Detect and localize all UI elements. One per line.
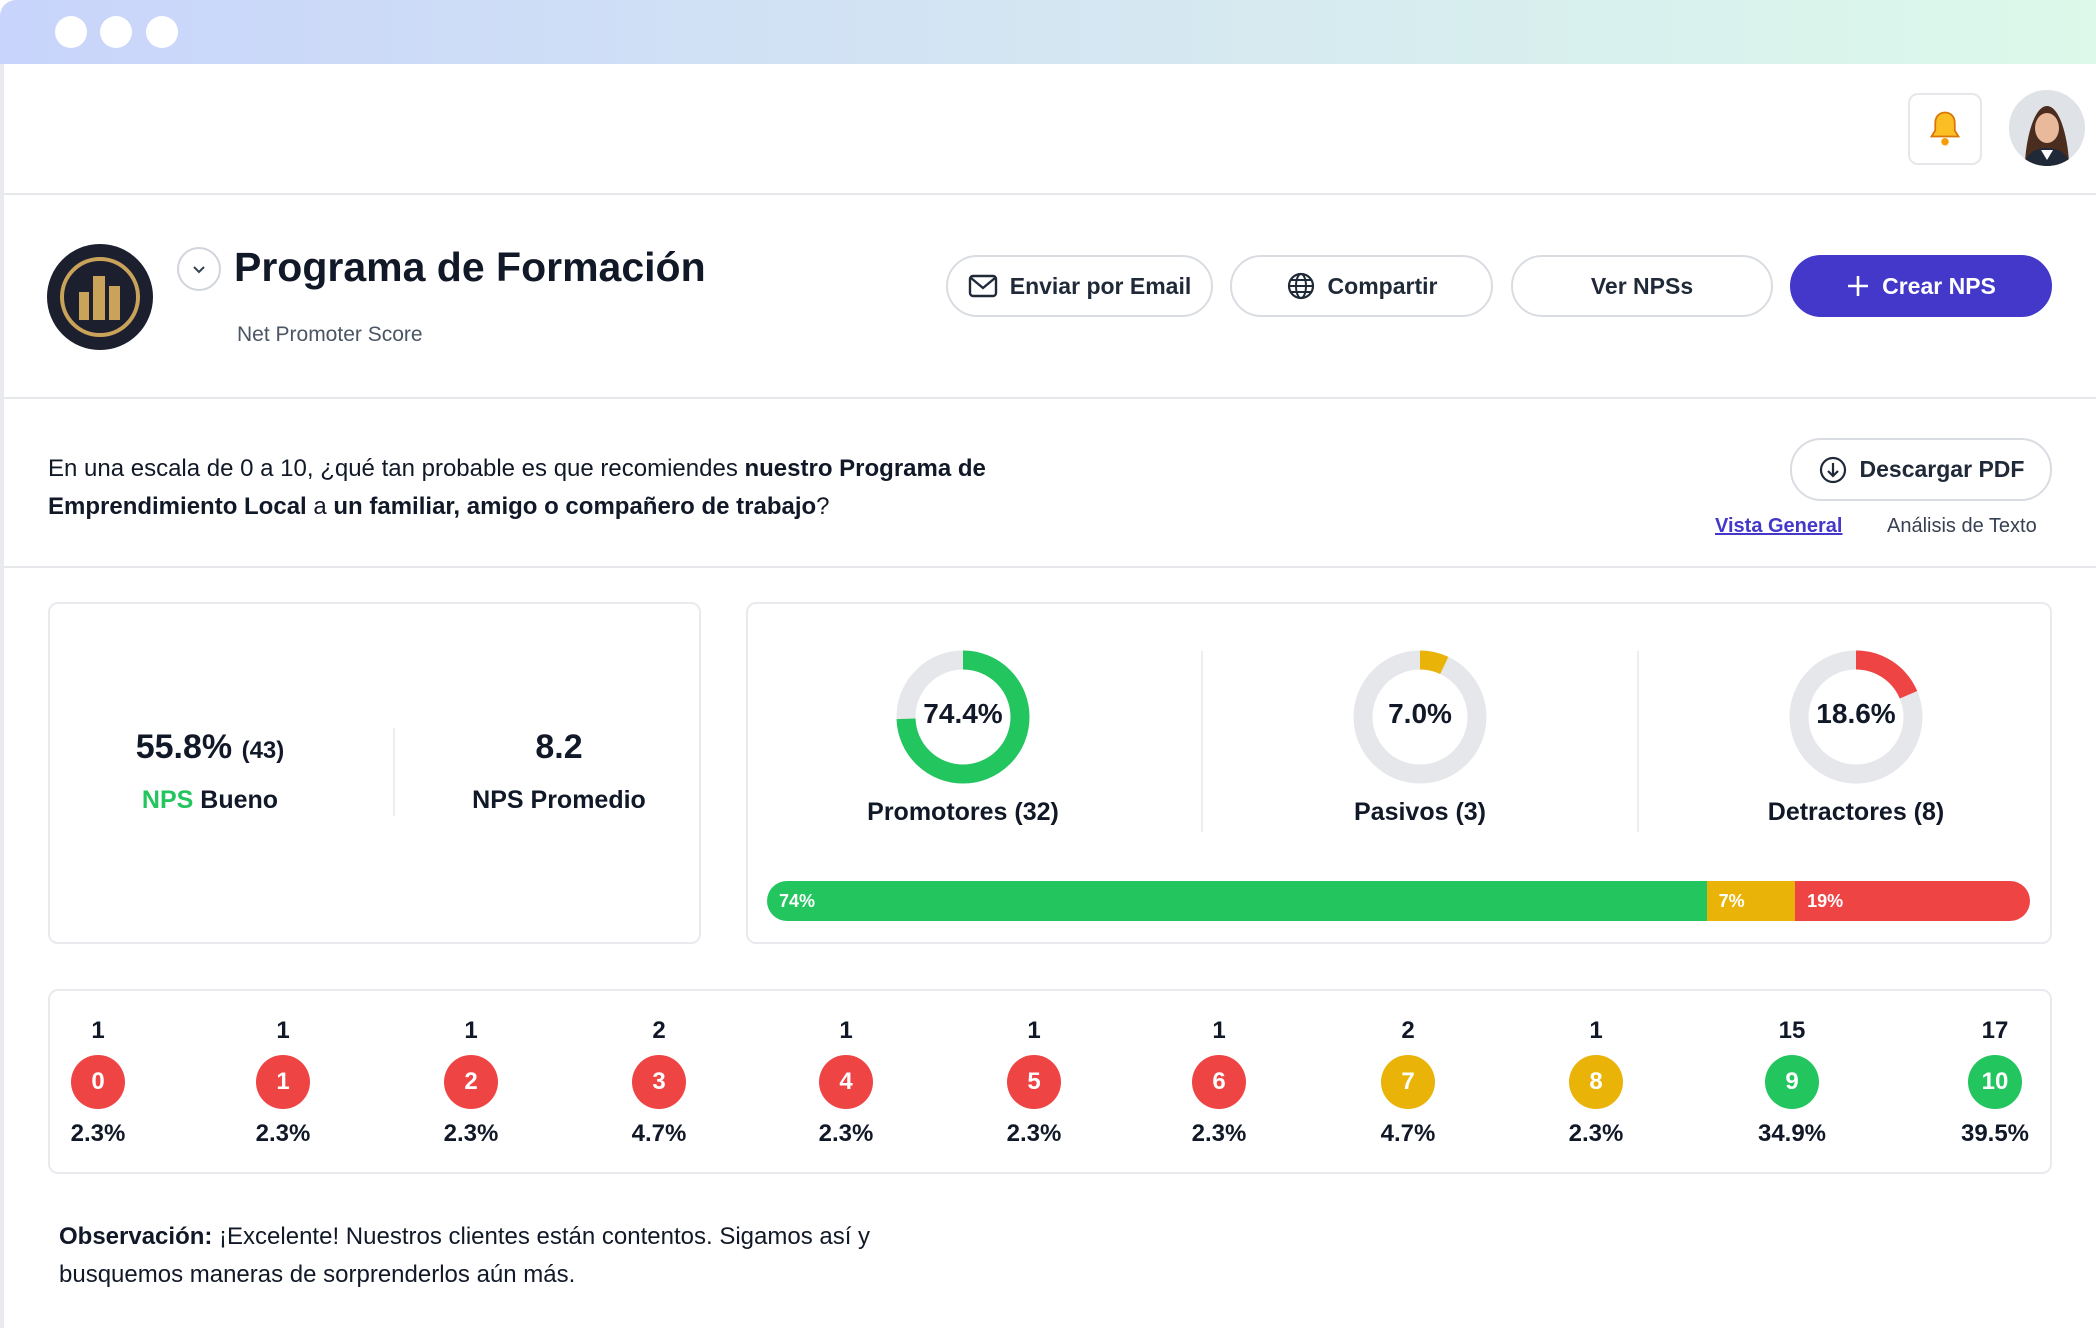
summary-divider — [393, 728, 395, 816]
globe-icon — [1287, 272, 1314, 300]
group-label: Detractores (8) — [1767, 798, 1945, 826]
tab-analisis-texto[interactable]: Análisis de Texto — [1887, 515, 2037, 537]
score-percent: 2.3% — [255, 1120, 311, 1147]
score-badge: 1 — [256, 1055, 310, 1109]
score-badge: 10 — [1968, 1055, 2022, 1109]
score-count: 2 — [1401, 1017, 1415, 1044]
score-percent: 39.5% — [1960, 1120, 2030, 1147]
donut-chart-0 — [896, 650, 1030, 784]
view-nps-button[interactable]: Ver NPSs — [1511, 255, 1773, 317]
score-count: 1 — [1212, 1017, 1226, 1044]
score-badge: 9 — [1765, 1055, 1819, 1109]
score-badge: 5 — [1007, 1055, 1061, 1109]
score-percent: 2.3% — [1006, 1120, 1062, 1147]
share-button[interactable]: Compartir — [1230, 255, 1493, 317]
group-divider — [1201, 651, 1203, 832]
score-badge: 2 — [444, 1055, 498, 1109]
score-percent: 4.7% — [1380, 1120, 1436, 1147]
score-percent: 2.3% — [70, 1120, 126, 1147]
bell-icon — [1929, 111, 1961, 146]
observation-text: Observación: ¡Excelente! Nuestros client… — [59, 1223, 871, 1288]
bar-segment-label: 7% — [1718, 890, 1745, 911]
donut-percent: 7.0% — [1388, 698, 1452, 729]
window-dot[interactable] — [55, 16, 87, 48]
nps-score: 55.8% (43) — [135, 728, 285, 766]
nps-average-label: NPS Promedio — [472, 786, 646, 814]
donut-chart-2 — [1789, 650, 1923, 784]
notifications-button[interactable] — [1908, 93, 1982, 165]
chevron-down-icon — [193, 266, 205, 274]
bar-segment-label: 19% — [1807, 890, 1844, 911]
score-count: 1 — [276, 1017, 290, 1044]
bar-segment-label: 74% — [779, 890, 816, 911]
score-percent: 2.3% — [1568, 1120, 1624, 1147]
program-logo — [47, 244, 153, 350]
avatar[interactable] — [2009, 90, 2085, 166]
download-pdf-label: Descargar PDF — [1859, 456, 2025, 482]
nps-summary-card — [48, 602, 701, 944]
score-badge: 6 — [1192, 1055, 1246, 1109]
bar-segment: 74% — [767, 881, 1707, 921]
create-nps-button[interactable]: Crear NPS — [1790, 255, 2052, 317]
score-count: 1 — [1589, 1017, 1603, 1044]
score-count: 1 — [1027, 1017, 1041, 1044]
window-edge — [0, 64, 4, 1328]
building-logo-icon — [60, 257, 140, 337]
score-badge: 3 — [632, 1055, 686, 1109]
score-percent: 34.9% — [1757, 1120, 1827, 1147]
score-count: 1 — [464, 1017, 478, 1044]
section-divider — [4, 566, 2096, 568]
group-divider — [1637, 651, 1639, 832]
survey-question: En una escala de 0 a 10, ¿qué tan probab… — [48, 455, 986, 520]
window-dot[interactable] — [146, 16, 178, 48]
email-button[interactable]: Enviar por Email — [946, 255, 1213, 317]
score-badge: 4 — [819, 1055, 873, 1109]
donut-value-arc — [1789, 650, 1923, 784]
score-count: 17 — [1981, 1017, 2009, 1044]
nps-average: 8.2 — [535, 728, 583, 766]
donut-value-arc — [1353, 650, 1487, 784]
score-count: 1 — [91, 1017, 105, 1044]
donut-percent: 74.4% — [923, 698, 1003, 729]
score-count: 1 — [839, 1017, 853, 1044]
page-title: Programa de Formación — [234, 244, 706, 290]
tab-vista-general[interactable]: Vista General — [1715, 515, 1843, 537]
donut-value-arc — [896, 650, 1030, 784]
window-titlebar — [0, 0, 2096, 64]
score-percent: 4.7% — [631, 1120, 687, 1147]
score-badge: 0 — [71, 1055, 125, 1109]
window-dot[interactable] — [100, 16, 132, 48]
donut-percent: 18.6% — [1816, 698, 1896, 729]
section-divider — [4, 397, 2096, 399]
score-badge: 8 — [1569, 1055, 1623, 1109]
score-percent: 2.3% — [1191, 1120, 1247, 1147]
score-count: 2 — [652, 1017, 666, 1044]
plus-icon — [1848, 276, 1869, 296]
download-pdf-button[interactable]: Descargar PDF — [1790, 438, 2052, 501]
page-subtitle: Net Promoter Score — [237, 323, 423, 346]
user-avatar-image — [2009, 90, 2085, 166]
email-button-label: Enviar por Email — [1009, 272, 1192, 299]
group-label: Promotores (32) — [867, 798, 1059, 826]
download-icon — [1819, 456, 1846, 483]
share-button-label: Compartir — [1327, 272, 1438, 299]
nps-rating: NPS Bueno — [141, 786, 279, 814]
header-divider — [4, 193, 2096, 195]
program-dropdown-button[interactable] — [177, 247, 221, 291]
score-badge: 7 — [1381, 1055, 1435, 1109]
view-nps-label: Ver NPSs — [1590, 272, 1694, 299]
mail-icon — [968, 274, 997, 298]
bar-segment: 19% — [1795, 881, 2030, 921]
bar-segment: 7% — [1706, 881, 1796, 921]
score-count: 15 — [1778, 1017, 1806, 1044]
score-percent: 2.3% — [443, 1120, 499, 1147]
nps-stacked-bar: 74% 7% 19% — [767, 881, 2030, 921]
create-nps-label: Crear NPS — [1882, 272, 1996, 299]
score-percent: 2.3% — [818, 1120, 874, 1147]
group-label: Pasivos (3) — [1353, 798, 1487, 826]
donut-chart-1 — [1353, 650, 1487, 784]
